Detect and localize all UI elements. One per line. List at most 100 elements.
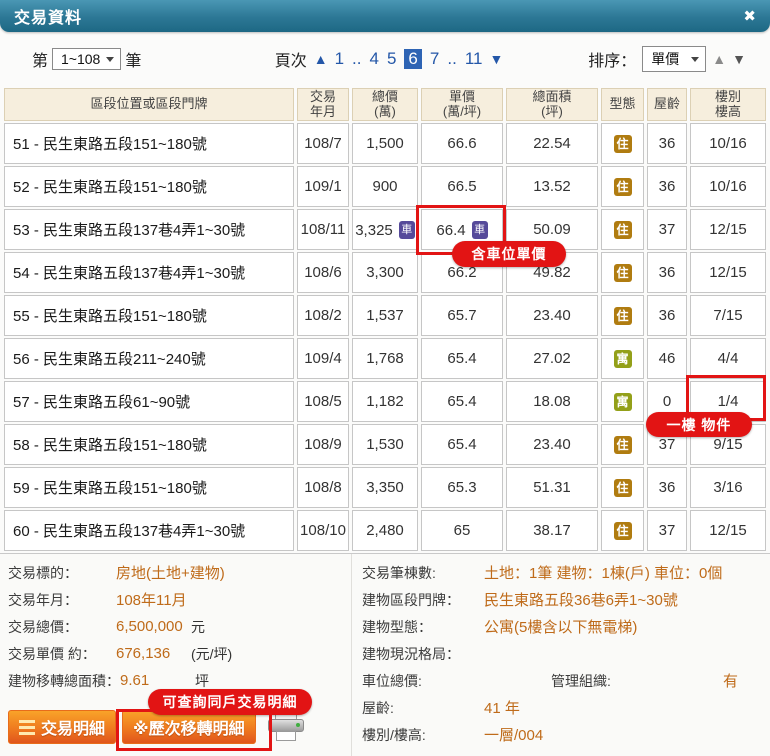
sort-descending-icon[interactable]: ▼	[732, 51, 747, 67]
transaction-detail-panel: 交易標的： 房地(土地+建物) 交易年月： 108年11月 交易總價： 6,500,000…	[0, 553, 770, 756]
floor-cell: 12/15	[690, 209, 766, 250]
page-number[interactable]: 1	[334, 49, 345, 68]
property-type-badge: 住	[613, 263, 632, 282]
age-cell: 0	[647, 381, 687, 422]
table-row[interactable]: 57 - 民生東路五段61~90號 108/5 1,182 65.4 18.08 寓 0 1/…	[4, 381, 766, 422]
transaction-detail-button[interactable]: 交易明細	[8, 710, 117, 744]
address-cell: 54 - 民生東路五段137巷4弄1~30號	[4, 252, 294, 293]
type-cell: 住	[601, 510, 644, 551]
property-type-badge: 住	[613, 306, 632, 325]
type-cell: 住	[601, 467, 644, 508]
printer-icon[interactable]	[267, 711, 304, 743]
window-titlebar: 交易資料 ✖	[0, 0, 770, 32]
total-price-cell: 3,300	[352, 252, 418, 293]
next-page-icon[interactable]: ▼	[489, 51, 504, 67]
total-price-cell: 3,350	[352, 467, 418, 508]
age-cell: 36	[647, 123, 687, 164]
table-row[interactable]: 59 - 民生東路五段151~180號 108/8 3,350 65.3 51.31 住 3…	[4, 467, 766, 508]
table-row[interactable]: 51 - 民生東路五段151~180號 108/7 1,500 66.6 22.54 住 3…	[4, 123, 766, 164]
unit-price-cell: 66.5	[421, 166, 503, 207]
date-cell: 109/1	[297, 166, 349, 207]
sort-ascending-icon[interactable]: ▲	[712, 51, 727, 67]
chevron-down-icon	[106, 56, 115, 62]
property-type-badge: 住	[613, 521, 632, 540]
address-cell: 52 - 民生東路五段151~180號	[4, 166, 294, 207]
detail-right-column: 交易筆棟數: 土地：1筆 建物：1棟(戶) 車位：0個 建物區段門牌： 民生東路五段3…	[352, 554, 770, 756]
per-page-select[interactable]: 1~108	[52, 48, 122, 70]
property-type-badge: 寓	[613, 392, 632, 411]
page-number-current[interactable]: 6	[404, 49, 422, 69]
address-cell: 57 - 民生東路五段61~90號	[4, 381, 294, 422]
pagination-label: 頁次	[274, 53, 307, 70]
date-cell: 108/9	[297, 424, 349, 465]
age-cell: 37	[647, 510, 687, 551]
floor-cell: 12/15	[690, 510, 766, 551]
detail-field: 交易筆棟數: 土地：1筆 建物：1棟(戶) 車位：0個	[362, 564, 723, 583]
type-cell: 住	[601, 252, 644, 293]
date-cell: 108/6	[297, 252, 349, 293]
detail-left-column: 交易標的： 房地(土地+建物) 交易年月： 108年11月 交易總價： 6,500,000…	[0, 554, 352, 756]
date-cell: 108/5	[297, 381, 349, 422]
transaction-detail-button-label: 交易明細	[41, 721, 106, 738]
address-cell: 59 - 民生東路五段151~180號	[4, 467, 294, 508]
total-price-cell: 1,768	[352, 338, 418, 379]
date-cell: 108/2	[297, 295, 349, 336]
date-cell: 108/7	[297, 123, 349, 164]
floor-cell: 1/4	[690, 381, 766, 422]
table-row[interactable]: 54 - 民生東路五段137巷4弄1~30號 108/6 3,300 66.2 49.8…	[4, 252, 766, 293]
property-type-badge: 住	[613, 220, 632, 239]
area-cell: 18.08	[506, 381, 598, 422]
unit-price-cell: 65	[421, 510, 503, 551]
area-cell: 23.40	[506, 424, 598, 465]
floor-cell: 7/15	[690, 295, 766, 336]
page-number[interactable]: 11	[464, 49, 483, 68]
area-cell: 23.40	[506, 295, 598, 336]
age-cell: 36	[647, 295, 687, 336]
floor-cell: 12/15	[690, 252, 766, 293]
address-cell: 55 - 民生東路五段151~180號	[4, 295, 294, 336]
type-cell: 住	[601, 166, 644, 207]
property-type-badge: 住	[613, 478, 632, 497]
area-cell: 49.82	[506, 252, 598, 293]
address-cell: 51 - 民生東路五段151~180號	[4, 123, 294, 164]
floor-cell: 3/16	[690, 467, 766, 508]
unit-price-cell: 66.4 車	[421, 209, 503, 250]
unit-price-cell: 66.2	[421, 252, 503, 293]
column-header: 樓別 樓高	[690, 88, 766, 121]
column-header: 型態	[601, 88, 644, 121]
type-cell: 住	[601, 295, 644, 336]
table-row[interactable]: 55 - 民生東路五段151~180號 108/2 1,537 65.7 23.40 住 3…	[4, 295, 766, 336]
age-cell: 37	[647, 424, 687, 465]
window-title: 交易資料	[14, 10, 83, 27]
column-header: 單價 (萬/坪)	[421, 88, 503, 121]
area-cell: 50.09	[506, 209, 598, 250]
detail-field: 樓別/樓高: 一層/004	[362, 726, 544, 745]
table-row[interactable]: 52 - 民生東路五段151~180號 109/1 900 66.5 13.52 住 36 1…	[4, 166, 766, 207]
type-cell: 寓	[601, 338, 644, 379]
floor-cell: 9/15	[690, 424, 766, 465]
prev-page-icon[interactable]: ▲	[313, 51, 328, 67]
column-header: 屋齡	[647, 88, 687, 121]
table-row[interactable]: 60 - 民生東路五段137巷4弄1~30號 108/10 2,480 65 38.17…	[4, 510, 766, 551]
table-row[interactable]: 58 - 民生東路五段151~180號 108/9 1,530 65.4 23.40 住 3…	[4, 424, 766, 465]
table-row[interactable]: 53 - 民生東路五段137巷4弄1~30號 108/11 3,325 車 66.4 車 5…	[4, 209, 766, 250]
age-cell: 36	[647, 166, 687, 207]
transfer-history-button[interactable]: ※歷次移轉明細	[122, 710, 256, 744]
sort-select[interactable]: 單價	[642, 46, 707, 72]
page-number[interactable]: 7	[429, 49, 440, 68]
total-price-cell: 3,325 車	[352, 209, 418, 250]
table-row[interactable]: 56 - 民生東路五段211~240號 109/4 1,768 65.4 27.02 寓 4…	[4, 338, 766, 379]
date-cell: 108/11	[297, 209, 349, 250]
floor-cell: 4/4	[690, 338, 766, 379]
transfer-history-button-label: ※歷次移轉明細	[133, 721, 245, 738]
column-header: 區段位置或區段門牌	[4, 88, 294, 121]
unit-price-cell: 65.4	[421, 338, 503, 379]
type-cell: 住	[601, 424, 644, 465]
total-price-cell: 2,480	[352, 510, 418, 551]
detail-left-rows: 交易標的： 房地(土地+建物) 交易年月： 108年11月 交易總價： 6,500,000…	[8, 559, 351, 694]
page-number[interactable]: 5	[386, 49, 397, 68]
close-icon[interactable]: ✖	[743, 8, 756, 25]
page-number[interactable]: 4	[369, 49, 379, 68]
transactions-table: 區段位置或區段門牌 交易 年月 總價 (萬) 單價 (萬/坪) 總面積 (坪) 型態 屋齡樓…	[1, 86, 769, 553]
